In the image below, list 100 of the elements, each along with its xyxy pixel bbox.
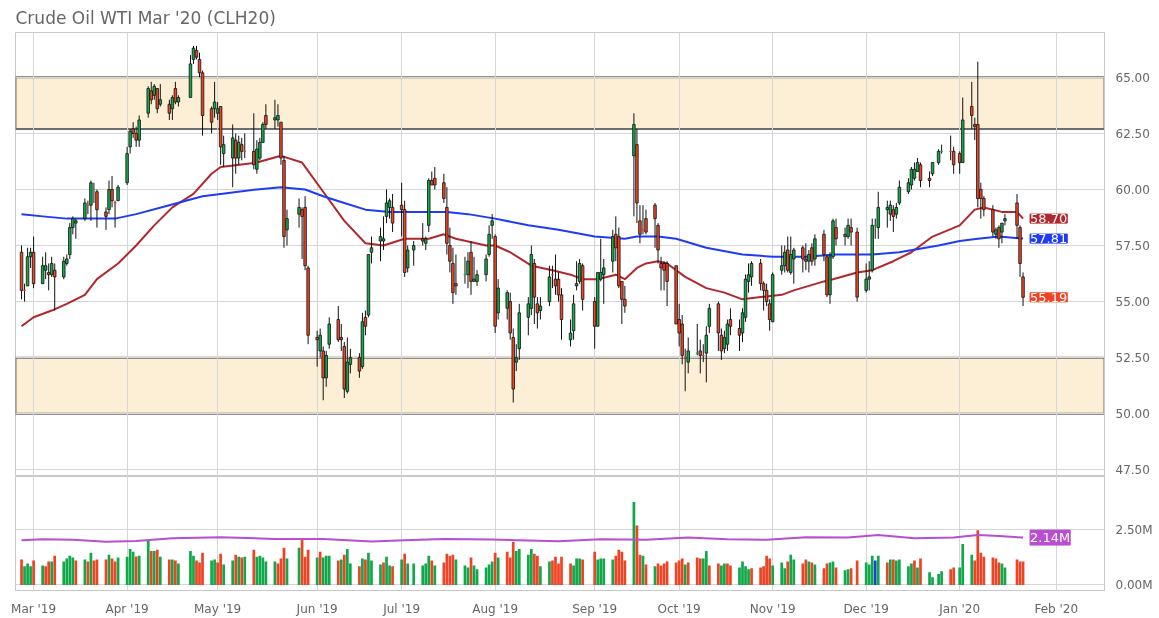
bar xyxy=(864,562,868,585)
candlestick xyxy=(137,114,141,148)
bar xyxy=(873,560,877,585)
bar xyxy=(870,555,874,585)
candlestick xyxy=(158,83,162,107)
bar xyxy=(252,549,256,585)
bar xyxy=(780,562,784,585)
candlestick xyxy=(909,166,914,190)
candlestick xyxy=(997,224,1001,249)
candlestick xyxy=(89,180,93,222)
candlestick xyxy=(885,200,889,229)
bar xyxy=(976,530,980,585)
bar xyxy=(620,551,624,585)
bar xyxy=(602,558,606,585)
bar xyxy=(596,559,600,585)
bar xyxy=(949,569,953,585)
bar xyxy=(505,551,509,585)
bar xyxy=(315,557,319,585)
bar xyxy=(533,553,536,585)
candlestick xyxy=(786,236,790,273)
bar xyxy=(146,540,150,585)
bar xyxy=(611,559,615,585)
candlestick xyxy=(644,209,648,235)
candlestick xyxy=(155,88,159,114)
x-tick-label: Oct '19 xyxy=(657,601,701,616)
x-tick-label: Aug '19 xyxy=(472,601,519,616)
bar xyxy=(937,574,940,585)
y-tick-label: 65.00 xyxy=(1115,70,1150,85)
bar xyxy=(327,555,331,585)
candlestick xyxy=(390,193,395,233)
candlestick xyxy=(574,260,579,291)
bar xyxy=(493,552,497,585)
bar xyxy=(231,560,235,585)
bar xyxy=(759,567,762,585)
candlestick xyxy=(74,218,78,240)
candlestick xyxy=(324,350,328,388)
bar xyxy=(385,556,388,585)
candlestick xyxy=(801,245,805,273)
candlestick xyxy=(469,240,473,296)
bar xyxy=(517,548,521,585)
data-label: 2.14M xyxy=(1030,530,1071,546)
candlestick xyxy=(804,242,808,271)
candlestick xyxy=(421,222,425,247)
bar xyxy=(195,560,198,585)
bar xyxy=(514,550,518,585)
candlestick xyxy=(665,260,669,307)
bar xyxy=(222,564,225,585)
bar xyxy=(158,556,162,585)
bar xyxy=(345,548,349,585)
bar xyxy=(961,544,965,585)
bar xyxy=(970,554,974,585)
bar xyxy=(928,572,931,585)
candlestick xyxy=(918,162,923,188)
y-tick-label: 0.00M xyxy=(1115,577,1153,592)
candlestick xyxy=(970,81,974,130)
data-label: 58.70 xyxy=(1030,211,1068,227)
y-tick-label: 62.50 xyxy=(1115,126,1150,141)
bar xyxy=(29,566,32,585)
candlestick xyxy=(813,233,817,267)
bar xyxy=(400,559,403,585)
bar xyxy=(201,552,204,585)
bar xyxy=(919,558,922,585)
bar xyxy=(427,555,431,585)
bar xyxy=(53,555,57,585)
candlestick xyxy=(234,132,238,175)
bar xyxy=(62,561,66,585)
y-tick-label: 52.50 xyxy=(1115,351,1150,366)
candlestick xyxy=(231,123,235,188)
bar xyxy=(26,563,29,585)
bar xyxy=(167,559,171,585)
bar xyxy=(792,559,796,585)
data-label: 57.81 xyxy=(1030,231,1068,247)
bar xyxy=(324,555,328,585)
bar xyxy=(539,566,542,585)
y-tick-label: 57.50 xyxy=(1115,239,1150,254)
bar xyxy=(765,555,768,585)
candlestick xyxy=(327,316,331,350)
bar xyxy=(511,542,515,585)
candlestick xyxy=(240,137,244,161)
bar xyxy=(599,558,603,585)
x-tick-label: Jan '20 xyxy=(938,601,981,616)
bar xyxy=(952,567,956,585)
candlestick xyxy=(472,256,476,282)
bar xyxy=(421,565,425,585)
candlestick xyxy=(538,296,543,321)
bar xyxy=(342,554,346,585)
bar xyxy=(210,560,213,585)
x-tick-label: Feb '20 xyxy=(1034,601,1079,616)
x-tick-label: Mar '19 xyxy=(11,601,57,616)
bar xyxy=(741,561,744,585)
y-tick-label: 2.50M xyxy=(1115,522,1153,537)
bar xyxy=(680,558,684,585)
bar xyxy=(707,565,711,585)
bar xyxy=(789,554,793,585)
bar xyxy=(786,561,790,585)
bar xyxy=(430,560,434,585)
bar xyxy=(771,565,775,585)
bar xyxy=(219,553,222,585)
bar xyxy=(907,566,910,585)
bar xyxy=(23,566,26,585)
